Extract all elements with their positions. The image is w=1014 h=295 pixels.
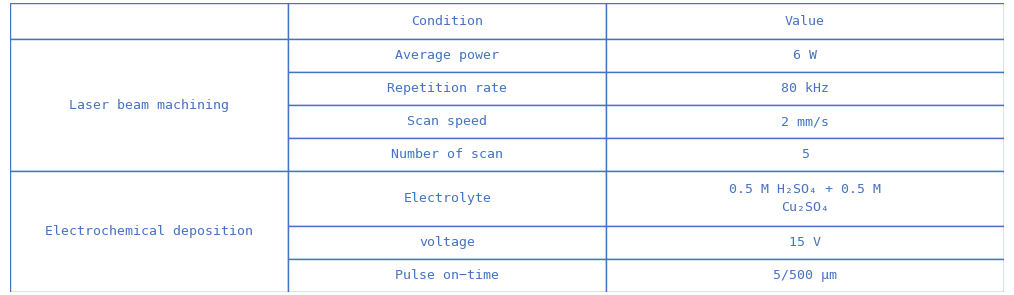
Text: Condition: Condition [412,15,484,28]
Bar [606,226,1004,259]
Text: 80 kHz: 80 kHz [781,82,829,95]
Bar [288,40,606,72]
Bar [288,226,606,259]
Text: 6 W: 6 W [793,50,817,63]
Text: Value: Value [785,15,825,28]
Text: Pulse on−time: Pulse on−time [395,269,499,282]
Text: Average power: Average power [395,50,499,63]
Text: Electrochemical deposition: Electrochemical deposition [46,225,254,238]
Text: Laser beam machining: Laser beam machining [69,99,229,112]
Bar [288,72,606,105]
Bar [10,40,288,171]
Bar [606,40,1004,72]
Bar [10,3,288,40]
Bar [606,105,1004,138]
Text: Electrolyte: Electrolyte [404,192,492,205]
Bar [606,3,1004,40]
Text: Number of scan: Number of scan [391,148,503,161]
Text: 15 V: 15 V [789,236,821,249]
Bar [606,138,1004,171]
Bar [606,72,1004,105]
Text: 2 mm/s: 2 mm/s [781,115,829,128]
Bar [288,259,606,292]
Bar [288,3,606,40]
Text: voltage: voltage [420,236,476,249]
Bar [288,138,606,171]
Bar [10,171,288,292]
Text: 0.5 M H₂SO₄ + 0.5 M
Cu₂SO₄: 0.5 M H₂SO₄ + 0.5 M Cu₂SO₄ [729,183,881,214]
Bar [606,259,1004,292]
Bar [288,171,606,226]
Bar [606,171,1004,226]
Text: 5/500 μm: 5/500 μm [773,269,838,282]
Text: 5: 5 [801,148,809,161]
Bar [288,105,606,138]
Text: Scan speed: Scan speed [408,115,488,128]
Text: Repetition rate: Repetition rate [387,82,507,95]
